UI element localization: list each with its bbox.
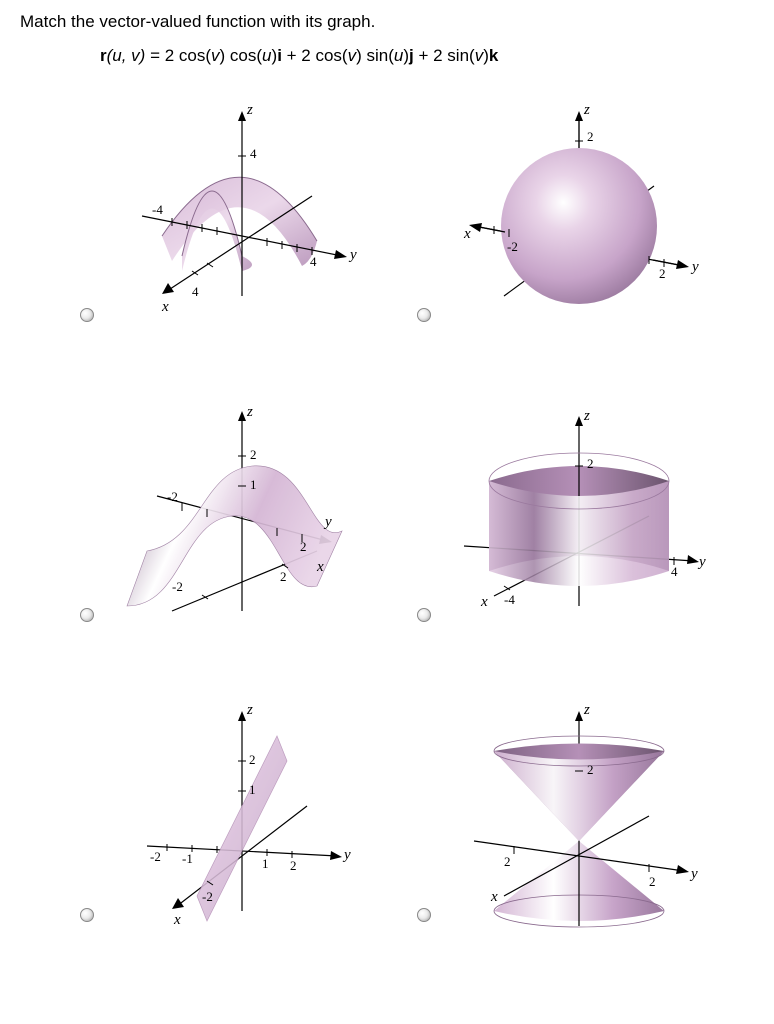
option-s-sheet: z y x 2 1 -2 2 -2 2 xyxy=(80,396,377,636)
svg-text:2: 2 xyxy=(290,858,297,873)
svg-text:-2: -2 xyxy=(150,849,161,864)
svg-text:1: 1 xyxy=(249,782,256,797)
options-grid: z y x -4 4 4 4 xyxy=(20,96,754,936)
option-double-cone: z y x 2 2 2 xyxy=(417,696,714,936)
svg-text:2: 2 xyxy=(649,874,656,889)
equation: r(u, v) = 2 cos(v) cos(u)i + 2 cos(v) si… xyxy=(100,46,754,66)
figure-cylinder: z y x 2 -4 4 xyxy=(449,396,709,636)
figure-double-cone: z y x 2 2 2 xyxy=(449,696,709,936)
svg-text:y: y xyxy=(342,847,351,863)
radio-plane[interactable] xyxy=(80,908,94,922)
option-plane: z y x 2 1 -2 -1 1 2 -2 xyxy=(80,696,377,936)
svg-text:-2: -2 xyxy=(172,579,183,594)
svg-text:z: z xyxy=(583,702,590,718)
svg-text:z: z xyxy=(583,408,590,424)
svg-text:y: y xyxy=(690,259,699,275)
svg-text:-1: -1 xyxy=(182,851,193,866)
svg-text:-4: -4 xyxy=(152,202,163,217)
svg-text:1: 1 xyxy=(262,856,269,871)
radio-sphere[interactable] xyxy=(417,308,431,322)
svg-text:2: 2 xyxy=(587,129,594,144)
svg-text:-2: -2 xyxy=(507,239,518,254)
svg-text:x: x xyxy=(490,889,498,905)
svg-text:2: 2 xyxy=(504,854,511,869)
radio-s-sheet[interactable] xyxy=(80,608,94,622)
svg-text:2: 2 xyxy=(250,447,257,462)
svg-text:4: 4 xyxy=(310,254,317,269)
svg-text:x: x xyxy=(173,912,181,928)
svg-text:x: x xyxy=(480,594,488,610)
svg-text:2: 2 xyxy=(249,752,256,767)
figure-s-sheet: z y x 2 1 -2 2 -2 2 xyxy=(112,396,372,636)
svg-text:2: 2 xyxy=(300,539,307,554)
svg-text:y: y xyxy=(348,247,357,263)
svg-text:2: 2 xyxy=(280,569,287,584)
svg-text:-2: -2 xyxy=(167,489,178,504)
svg-text:4: 4 xyxy=(250,146,257,161)
svg-text:z: z xyxy=(246,404,253,420)
svg-text:z: z xyxy=(246,102,253,118)
svg-text:-2: -2 xyxy=(202,889,213,904)
svg-text:x: x xyxy=(316,559,324,575)
svg-text:2: 2 xyxy=(587,456,594,471)
svg-text:1: 1 xyxy=(250,477,257,492)
figure-sphere: z y x 2 -2 2 xyxy=(449,96,709,336)
option-cylinder: z y x 2 -4 4 xyxy=(417,396,714,636)
figure-saddle: z y x -4 4 4 4 xyxy=(112,96,372,336)
svg-text:4: 4 xyxy=(192,284,199,299)
svg-text:y: y xyxy=(689,866,698,882)
svg-text:x: x xyxy=(463,226,471,242)
option-saddle: z y x -4 4 4 4 xyxy=(80,96,377,336)
svg-text:x: x xyxy=(161,299,169,315)
svg-text:-4: -4 xyxy=(504,592,515,607)
svg-text:y: y xyxy=(697,554,706,570)
svg-text:2: 2 xyxy=(587,762,594,777)
radio-double-cone[interactable] xyxy=(417,908,431,922)
option-sphere: z y x 2 -2 2 xyxy=(417,96,714,336)
svg-text:z: z xyxy=(583,102,590,118)
figure-plane: z y x 2 1 -2 -1 1 2 -2 xyxy=(112,696,372,936)
svg-text:4: 4 xyxy=(671,564,678,579)
radio-cylinder[interactable] xyxy=(417,608,431,622)
svg-text:z: z xyxy=(246,702,253,718)
question-text: Match the vector-valued function with it… xyxy=(20,12,754,32)
radio-saddle[interactable] xyxy=(80,308,94,322)
svg-text:y: y xyxy=(323,514,332,530)
svg-text:2: 2 xyxy=(659,266,666,281)
